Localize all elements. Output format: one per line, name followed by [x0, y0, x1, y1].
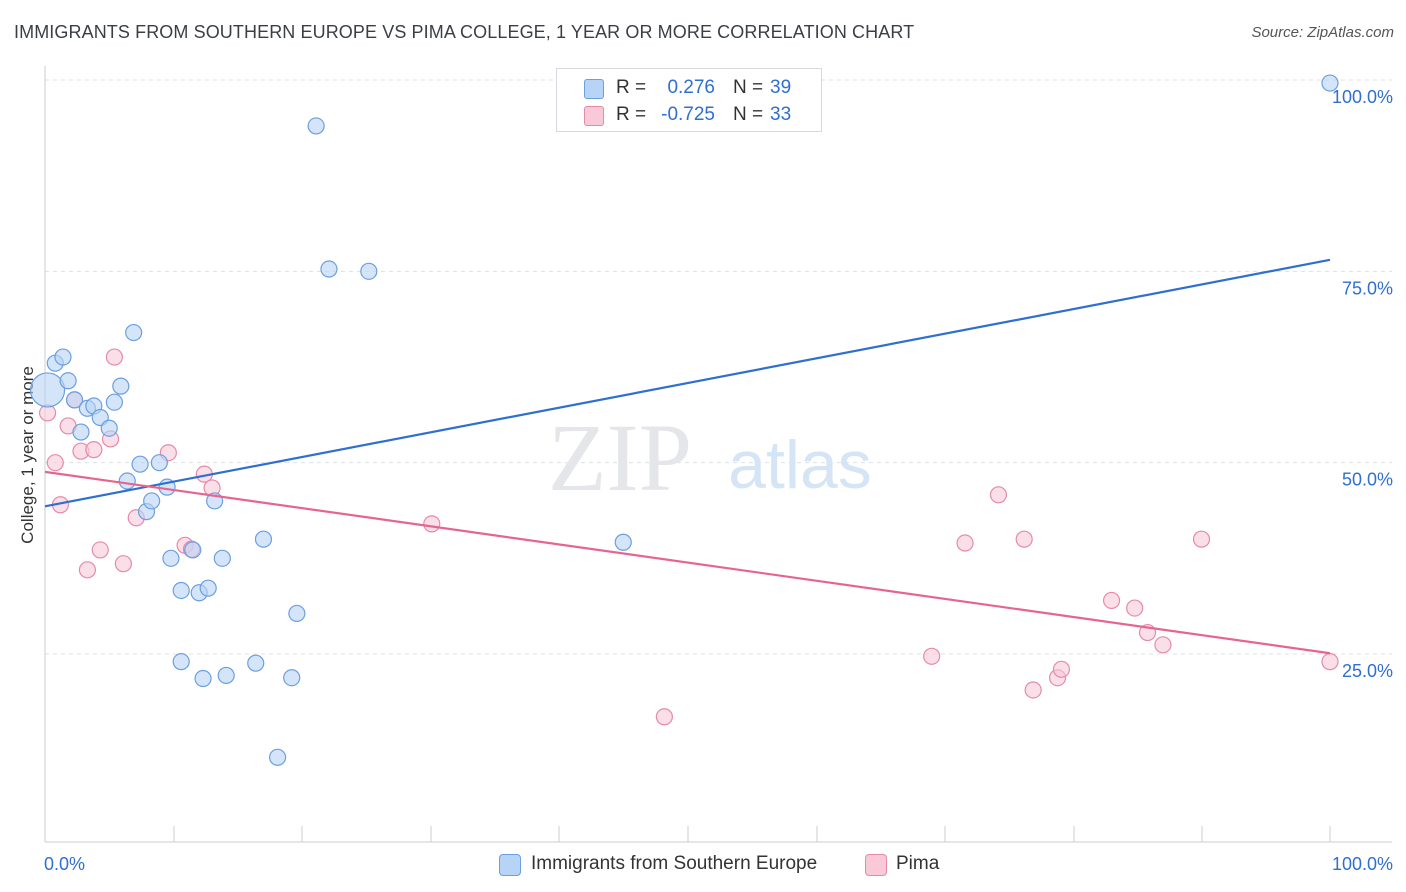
- southern-europe-point: [162, 549, 180, 567]
- series-legend-label-pima: Pima: [896, 853, 940, 874]
- southern-europe-point: [59, 372, 77, 390]
- pima-point: [423, 515, 441, 533]
- pima-point: [1192, 530, 1211, 548]
- trend-lines: [44, 258, 1331, 655]
- pima-point: [46, 454, 64, 472]
- southern-europe-point: [268, 748, 287, 766]
- pima-point: [923, 647, 941, 665]
- pima-trend-line: [44, 470, 1331, 655]
- southern-europe-point: [54, 348, 72, 366]
- legend-n-value: 39: [770, 77, 792, 98]
- southern-europe-point: [217, 666, 235, 685]
- pima-point: [1126, 599, 1144, 617]
- watermark-zip: ZIP: [548, 404, 692, 511]
- pima-point: [1321, 653, 1339, 671]
- pima-point: [989, 486, 1008, 504]
- southern-europe-points: [29, 74, 1339, 766]
- legend-r-value: 0.276: [667, 77, 715, 98]
- southern-europe-point: [143, 492, 161, 510]
- source-label: Source: ZipAtlas.com: [1251, 24, 1394, 41]
- legend-n-label: N =: [733, 104, 764, 125]
- southern-europe-point: [131, 455, 149, 473]
- southern-europe-point: [247, 654, 265, 672]
- correlation-legend: R = 0.276 N = 39 R = -0.725 N = 33: [556, 68, 822, 132]
- y-tick-label: 75.0%: [1342, 278, 1393, 298]
- watermark: ZIP atlas: [548, 404, 872, 511]
- x-tick-label: 0.0%: [44, 854, 85, 874]
- pima-point: [1102, 591, 1121, 610]
- southern-europe-point: [614, 533, 632, 551]
- x-tick-label: 100.0%: [1332, 854, 1393, 874]
- legend-n-value: 33: [770, 104, 792, 125]
- southern-europe-point: [320, 260, 338, 278]
- pima-point: [1052, 660, 1071, 678]
- watermark-atlas: atlas: [728, 427, 872, 503]
- southern-europe-point: [125, 323, 143, 342]
- pima-point: [105, 348, 123, 366]
- southern-europe-point: [172, 653, 190, 671]
- series-legend: Immigrants from Southern Europe Pima: [0, 851, 1406, 877]
- y-tick-label: 100.0%: [1332, 87, 1393, 107]
- southern-europe-point: [105, 393, 123, 411]
- southern-europe-point: [150, 454, 168, 472]
- southern-europe-point: [288, 604, 306, 623]
- series-legend-swatch-pink: [865, 854, 887, 876]
- southern-europe-point: [307, 117, 325, 135]
- pima-point: [85, 441, 103, 459]
- legend-swatch-blue: [584, 79, 604, 99]
- southern-europe-point: [65, 391, 84, 409]
- legend-r-value: -0.725: [661, 104, 715, 125]
- southern-europe-point: [100, 419, 118, 437]
- southern-europe-point: [112, 377, 130, 395]
- series-legend-label-southern-europe: Immigrants from Southern Europe: [531, 853, 818, 874]
- southern-europe-point: [72, 423, 90, 441]
- southern-europe-point: [283, 669, 301, 687]
- legend-swatch-pink: [584, 106, 604, 126]
- y-tick-label: 50.0%: [1342, 470, 1393, 490]
- pima-point: [114, 555, 132, 573]
- legend-r-label: R =: [616, 104, 647, 125]
- southern-europe-point: [360, 262, 378, 280]
- pima-point: [91, 541, 109, 559]
- southern-europe-point: [1321, 74, 1339, 92]
- southern-europe-point: [194, 669, 212, 688]
- pima-point: [1015, 530, 1033, 548]
- southern-europe-point: [172, 581, 190, 600]
- pima-point: [78, 561, 97, 579]
- legend-row-southern-europe: R = 0.276 N = 39: [557, 75, 821, 101]
- y-tick-label: 25.0%: [1342, 661, 1393, 681]
- southern-europe-point: [29, 372, 66, 408]
- southern-europe-point: [213, 549, 231, 567]
- legend-n-label: N =: [733, 77, 764, 98]
- southern-europe-point: [184, 541, 202, 559]
- southern-europe-trend-line: [44, 258, 1331, 508]
- axes: [44, 66, 1392, 843]
- pima-point: [1154, 636, 1172, 654]
- series-legend-swatch-blue: [499, 854, 521, 876]
- pima-point: [956, 534, 974, 552]
- southern-europe-point: [199, 579, 217, 597]
- tick-labels: 25.0% 50.0% 75.0% 100.0% 0.0% 100.0%: [44, 87, 1393, 874]
- southern-europe-point: [254, 530, 273, 548]
- southern-europe-point: [118, 472, 136, 490]
- chart-title: IMMIGRANTS FROM SOUTHERN EUROPE VS PIMA …: [14, 22, 915, 42]
- pima-point: [655, 708, 673, 726]
- legend-r-label: R =: [616, 77, 647, 98]
- legend-row-pima: R = -0.725 N = 33: [557, 102, 821, 128]
- pima-point: [1024, 681, 1042, 699]
